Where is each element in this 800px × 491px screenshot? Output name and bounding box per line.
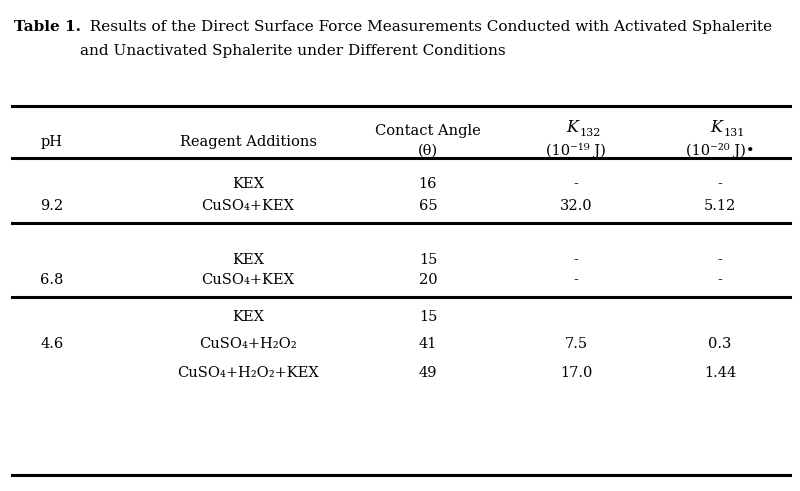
Text: 5.12: 5.12: [704, 199, 736, 213]
Text: -: -: [718, 273, 722, 287]
Text: 4.6: 4.6: [40, 337, 64, 351]
Text: (10⁻¹⁹ J): (10⁻¹⁹ J): [546, 143, 606, 158]
Text: 49: 49: [418, 366, 438, 380]
Text: 132: 132: [580, 128, 602, 138]
Text: CuSO₄+H₂O₂+KEX: CuSO₄+H₂O₂+KEX: [177, 366, 319, 380]
Text: 6.8: 6.8: [40, 273, 64, 287]
Text: 65: 65: [418, 199, 438, 213]
Text: -: -: [718, 177, 722, 191]
Text: CuSO₄+H₂O₂: CuSO₄+H₂O₂: [199, 337, 297, 351]
Text: 32.0: 32.0: [560, 199, 592, 213]
Text: 41: 41: [419, 337, 437, 351]
Text: CuSO₄+KEX: CuSO₄+KEX: [202, 273, 294, 287]
Text: (10⁻²⁰ J)•: (10⁻²⁰ J)•: [686, 143, 754, 158]
Text: 20: 20: [418, 273, 438, 287]
Text: Reagent Additions: Reagent Additions: [179, 135, 317, 149]
Text: -: -: [574, 253, 578, 267]
Text: Results of the Direct Surface Force Measurements Conducted with Activated Sphale: Results of the Direct Surface Force Meas…: [80, 20, 772, 34]
Text: 1.44: 1.44: [704, 366, 736, 380]
Text: (θ): (θ): [418, 143, 438, 158]
Text: 15: 15: [419, 253, 437, 267]
Text: KEX: KEX: [232, 177, 264, 191]
Text: CuSO₄+KEX: CuSO₄+KEX: [202, 199, 294, 213]
Text: 0.3: 0.3: [708, 337, 732, 351]
Text: Table 1.: Table 1.: [14, 20, 82, 34]
Text: K: K: [566, 119, 578, 136]
Text: 131: 131: [724, 128, 746, 138]
Text: 7.5: 7.5: [565, 337, 587, 351]
Text: KEX: KEX: [232, 310, 264, 324]
Text: K: K: [710, 119, 722, 136]
Text: -: -: [574, 177, 578, 191]
Text: 9.2: 9.2: [41, 199, 63, 213]
Text: 15: 15: [419, 310, 437, 324]
Text: 16: 16: [418, 177, 438, 191]
Text: and Unactivated Sphalerite under Different Conditions: and Unactivated Sphalerite under Differe…: [80, 44, 506, 58]
Text: 17.0: 17.0: [560, 366, 592, 380]
Text: -: -: [718, 253, 722, 267]
Text: -: -: [574, 273, 578, 287]
Text: pH: pH: [41, 135, 63, 149]
Text: Contact Angle: Contact Angle: [375, 124, 481, 138]
Text: KEX: KEX: [232, 253, 264, 267]
